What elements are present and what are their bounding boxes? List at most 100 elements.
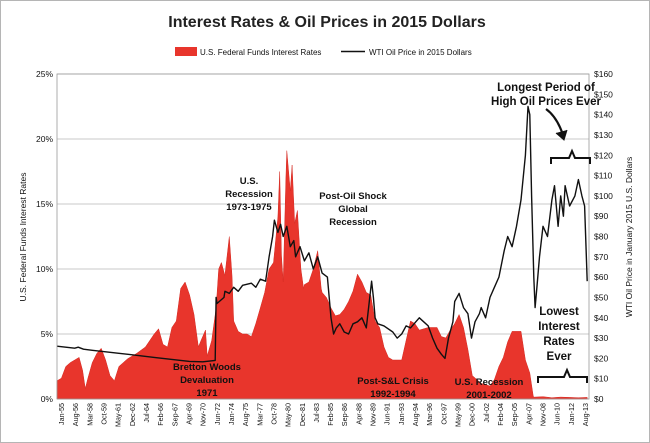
annotation-longest-period: Longest Period of High Oil Prices Ever	[491, 82, 601, 108]
annotation-line: Post-S&L Crisis	[357, 376, 429, 387]
x-tick-label: Aug-56	[71, 403, 80, 426]
x-tick-label: Jan-12	[567, 403, 576, 425]
annotation-line: Global	[338, 204, 368, 215]
annotation-recession-2001: U.S. Recession 2001-2002	[455, 377, 524, 401]
chart-title: Interest Rates & Oil Prices in 2015 Doll…	[168, 14, 486, 31]
plot-border	[56, 73, 590, 400]
x-tick-label: Jun-91	[383, 403, 392, 425]
legend-swatch-rates	[175, 47, 197, 56]
x-tick-label: May-99	[454, 403, 463, 427]
x-tick-label: Feb-85	[326, 403, 335, 426]
annotation-line: High Oil Prices Ever	[491, 96, 601, 108]
y-right-tick-label: $70	[594, 252, 608, 262]
y-right-tick-label: $160	[594, 69, 613, 79]
x-tick-label: Dec-00	[468, 403, 477, 426]
y-right-tick-label: $60	[594, 272, 608, 282]
annotation-line: 1973-1975	[226, 202, 272, 213]
y-left-tick-label: 25%	[36, 69, 53, 79]
annotation-line: 1992-1994	[370, 389, 416, 400]
y-left-tick-label: 15%	[36, 199, 53, 209]
x-tick-label: Jan-74	[227, 403, 236, 425]
x-tick-label: Aug-13	[581, 403, 590, 426]
annotation-line: U.S.	[240, 176, 258, 187]
legend-label-oil: WTI Oil Price in 2015 Dollars	[369, 48, 472, 57]
annotation-line: Interest	[538, 321, 580, 333]
x-tick-label: Apr-69	[184, 403, 193, 425]
y-right-tick-label: $150	[594, 89, 613, 99]
x-tick-label: Oct-97	[439, 403, 448, 425]
y-right-tick-label: $110	[594, 171, 613, 181]
x-tick-label: Mar-96	[425, 403, 434, 426]
annotation-line: Recession	[225, 189, 273, 200]
x-tick-label: May-61	[114, 403, 123, 427]
x-tick-label: Jan-93	[397, 403, 406, 425]
annotation-recession-1973: U.S. Recession 1973-1975	[225, 176, 273, 213]
x-tick-label: Nov-70	[199, 403, 208, 426]
y-right-tick-label: $130	[594, 130, 613, 140]
annotation-line: Post-Oil Shock	[319, 191, 387, 202]
series-oil-line	[56, 105, 588, 363]
arrow-longest-period	[545, 108, 568, 141]
annotation-line: Bretton Woods	[173, 362, 241, 373]
x-axis-ticks: Jan-55 Aug-56 Mar-58 Oct-59 May-61 Dec-62 Jul-…	[57, 403, 590, 427]
annotation-lowest-rates: Lowest Interest Rates Ever	[538, 306, 580, 363]
x-tick-label: Oct-59	[99, 403, 108, 425]
x-tick-label: May-80	[284, 403, 293, 427]
y-right-tick-label: $140	[594, 110, 613, 120]
y-axis-right-ticks: $0 $10 $20 $30 $40 $50 $60 $70 $80 $90 $100 $110 $12…	[594, 69, 613, 404]
y-right-tick-label: $30	[594, 333, 608, 343]
x-tick-label: Dec-62	[128, 403, 137, 426]
series-rates-area	[56, 150, 588, 400]
y-right-tick-label: $0	[594, 394, 604, 404]
annotation-sl-crisis: Post-S&L Crisis 1992-1994	[357, 376, 429, 400]
x-tick-label: Aug-94	[411, 403, 420, 426]
x-tick-label: Sep-05	[510, 403, 519, 426]
annotation-line: Rates	[543, 336, 574, 348]
y-left-tick-label: 5%	[41, 329, 54, 339]
y-right-tick-label: $90	[594, 211, 608, 221]
x-tick-label: Jun-72	[213, 403, 222, 425]
x-tick-label: Dec-81	[298, 403, 307, 426]
x-tick-label: Oct-78	[269, 403, 278, 425]
y-axis-left-ticks: 0% 5% 10% 15% 20% 25%	[36, 69, 53, 404]
x-tick-label: Feb-66	[156, 403, 165, 426]
brace-high-oil	[550, 148, 591, 164]
legend: U.S. Federal Funds Interest Rates WTI Oi…	[175, 47, 472, 57]
annotation-line: Ever	[547, 351, 572, 363]
y-right-tick-label: $120	[594, 150, 613, 160]
x-tick-label: Sep-67	[170, 403, 179, 426]
annotation-line: U.S. Recession	[455, 377, 524, 388]
annotation-line: Longest Period of	[497, 82, 595, 94]
x-tick-label: Jul-83	[312, 403, 321, 423]
y-left-tick-label: 20%	[36, 134, 53, 144]
x-tick-label: Jul-02	[482, 403, 491, 423]
x-tick-label: Jan-55	[57, 403, 66, 425]
annotation-line: Lowest	[539, 306, 579, 318]
annotation-line: Recession	[329, 217, 377, 228]
x-tick-label: Feb-04	[496, 403, 505, 426]
y-left-tick-label: 0%	[41, 394, 54, 404]
y-axis-left-label: U.S. Federal Funds Interest Rates	[18, 173, 28, 302]
y-left-tick-label: 10%	[36, 264, 53, 274]
x-tick-label: Jul-64	[142, 403, 151, 423]
y-right-tick-label: $10	[594, 374, 608, 384]
x-tick-label: Nov-89	[369, 403, 378, 426]
x-tick-label: Nov-08	[539, 403, 548, 426]
y-right-tick-label: $80	[594, 232, 608, 242]
annotation-bretton-woods: Bretton Woods Devaluation 1971	[173, 362, 241, 399]
x-tick-label: Mar-77	[255, 403, 264, 426]
annotation-post-oil-shock: Post-Oil Shock Global Recession	[319, 191, 387, 228]
x-tick-label: Apr-88	[354, 403, 363, 425]
x-tick-label: Apr-07	[524, 403, 533, 425]
rates-area-layer	[56, 150, 588, 400]
annotation-line: 2001-2002	[466, 390, 511, 401]
y-right-tick-label: $100	[594, 191, 613, 201]
y-right-tick-label: $20	[594, 353, 608, 363]
x-tick-label: Sep-86	[340, 403, 349, 426]
x-tick-label: Mar-58	[85, 403, 94, 426]
annotation-line: 1971	[196, 388, 218, 399]
oil-line-layer	[56, 105, 588, 363]
x-tick-label: Aug-75	[241, 403, 250, 426]
